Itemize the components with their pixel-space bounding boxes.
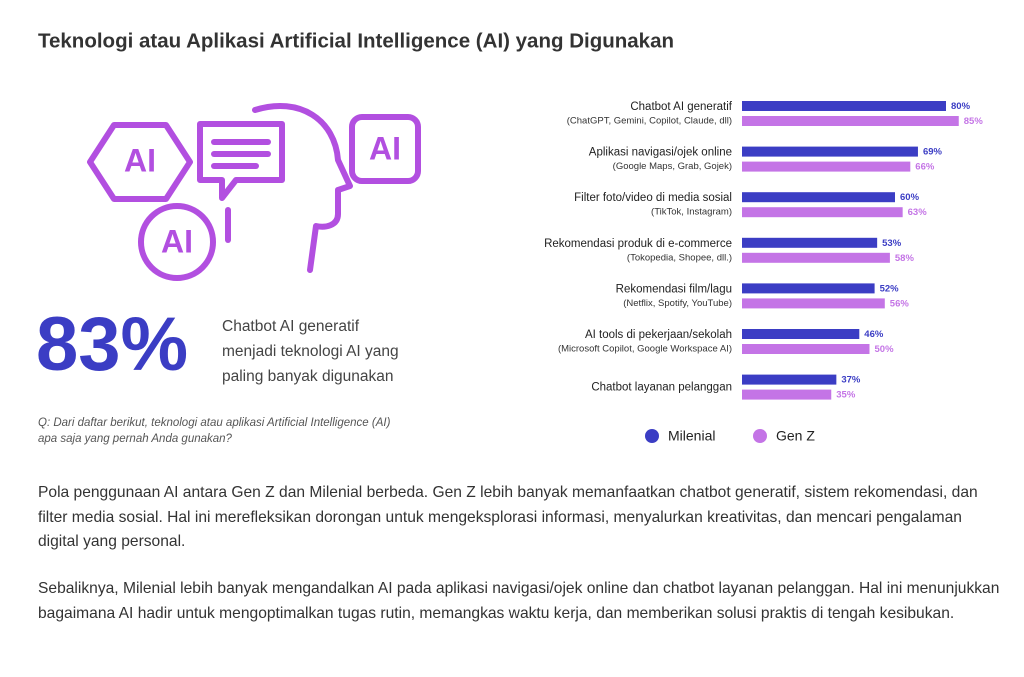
bar xyxy=(742,237,878,248)
paragraph: Pola penggunaan AI antara Gen Z dan Mile… xyxy=(38,484,978,550)
value-label: 66% xyxy=(915,162,935,173)
value-label: 37% xyxy=(841,375,861,386)
category-label: Rekomendasi film/lagu xyxy=(616,283,732,295)
highlight-text: Chatbot AI generatif menjadi teknologi AI… xyxy=(222,318,399,385)
bar xyxy=(742,116,959,126)
bar xyxy=(742,283,875,294)
legend-marker xyxy=(645,429,659,443)
bar-chart: Chatbot AI generatif (ChatGPT, Gemini, Co… xyxy=(544,101,983,444)
value-label: 85% xyxy=(964,116,984,127)
icon-label: AI xyxy=(161,223,193,259)
bar xyxy=(742,298,885,309)
head-icon xyxy=(252,103,353,273)
category-label: AI tools di pekerjaan/sekolah xyxy=(585,329,732,341)
category-label: Aplikasi navigasi/ojek online xyxy=(589,147,732,159)
value-label: 69% xyxy=(923,147,943,158)
category-label: Chatbot AI generatif xyxy=(630,101,732,113)
highlight-line: paling banyak digunakan xyxy=(222,368,394,385)
value-label: 80% xyxy=(951,101,971,112)
icon-label: AI xyxy=(369,130,401,166)
bar xyxy=(742,146,918,157)
value-label: 52% xyxy=(880,283,900,294)
category-label: Rekomendasi produk di e-commerce xyxy=(544,238,732,250)
value-label: 46% xyxy=(864,329,884,340)
bar xyxy=(742,252,890,263)
bar xyxy=(742,389,832,400)
value-label: 56% xyxy=(890,298,910,309)
bar xyxy=(742,344,870,354)
ai-illustration: AI AI AI xyxy=(87,103,421,281)
category-detail: (Netflix, Spotify, YouTube) xyxy=(623,298,732,309)
value-label: 63% xyxy=(908,207,928,218)
bar xyxy=(742,161,911,172)
bar xyxy=(742,192,895,203)
value-label: 50% xyxy=(875,344,895,355)
legend-label: Gen Z xyxy=(776,428,815,444)
icon-label: AI xyxy=(124,142,156,178)
square-icon xyxy=(349,114,421,184)
value-label: 35% xyxy=(836,390,856,401)
question-line: Q: Dari daftar berikut, teknologi atau a… xyxy=(38,417,391,429)
highlight-value: 83% xyxy=(36,302,188,387)
category-detail: (Tokopedia, Shopee, dll.) xyxy=(627,252,732,263)
highlight-line: menjadi teknologi AI yang xyxy=(222,343,399,360)
category-detail: (Google Maps, Grab, Gojek) xyxy=(613,161,732,172)
highlight-line: Chatbot AI generatif xyxy=(222,318,360,335)
category-label: Chatbot layanan pelanggan xyxy=(591,382,732,394)
category-detail: (TikTok, Instagram) xyxy=(651,207,732,218)
category-label: Filter foto/video di media sosial xyxy=(574,192,732,204)
title: Teknologi atau Aplikasi Artificial Intel… xyxy=(38,29,674,52)
hexagon-icon xyxy=(87,122,193,202)
category-detail: (ChatGPT, Gemini, Copilot, Claude, dll) xyxy=(567,116,732,127)
bar xyxy=(742,101,946,111)
question: Q: Dari daftar berikut, teknologi atau a… xyxy=(38,417,391,445)
bar xyxy=(742,207,903,218)
legend-marker xyxy=(753,429,767,443)
question-line: apa saja yang pernah Anda gunakan? xyxy=(38,433,233,445)
paragraph: Sebaliknya, Milenial lebih banyak mengan… xyxy=(38,580,1000,622)
legend-label: Milenial xyxy=(668,428,715,444)
category-detail: (Microsoft Copilot, Google Workspace AI) xyxy=(558,344,732,355)
chat-bubble-icon xyxy=(197,121,285,201)
circle-icon xyxy=(138,203,216,281)
bar xyxy=(742,329,860,339)
value-label: 58% xyxy=(895,253,915,264)
value-label: 60% xyxy=(900,192,920,203)
bar xyxy=(742,374,837,385)
value-label: 53% xyxy=(882,238,902,249)
